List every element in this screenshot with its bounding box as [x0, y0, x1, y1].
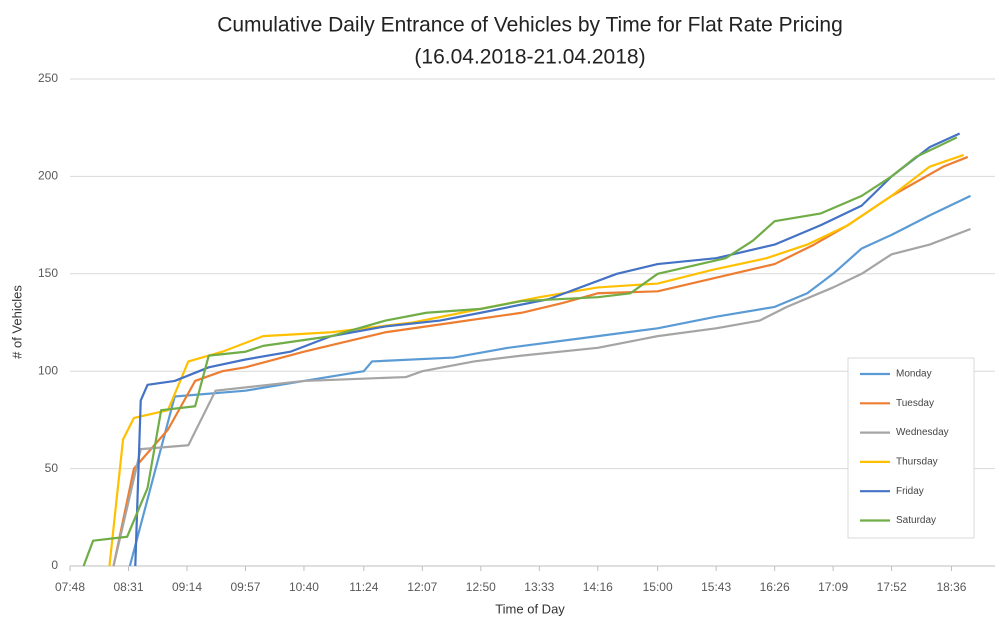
series-line — [82, 136, 958, 567]
x-tick-label: 12:07 — [407, 580, 437, 594]
x-tick-label: 08:31 — [113, 580, 143, 594]
series-line — [112, 155, 969, 567]
x-tick-label: 18:36 — [936, 580, 966, 594]
x-tick-label: 16:26 — [760, 580, 790, 594]
x-tick-label: 07:48 — [55, 580, 85, 594]
chart-title: Cumulative Daily Entrance of Vehicles by… — [217, 14, 843, 37]
legend-box — [847, 357, 975, 539]
x-tick-label: 11:24 — [349, 580, 378, 594]
x-tick-label: 17:09 — [818, 580, 848, 594]
x-tick-label: 14:16 — [583, 580, 613, 594]
legend-label: Wednesday — [896, 427, 949, 438]
y-tick-label: 0 — [51, 558, 58, 572]
y-tick-label: 200 — [38, 169, 58, 183]
chart-subtitle: (16.04.2018-21.04.2018) — [414, 46, 645, 69]
legend-label: Tuesday — [896, 398, 934, 409]
legend-label: Monday — [896, 369, 932, 380]
series-line — [128, 194, 971, 567]
legend-label: Friday — [896, 486, 924, 497]
series-line — [112, 227, 971, 567]
series-line — [134, 132, 961, 567]
x-tick-label: 15:43 — [701, 580, 731, 594]
y-tick-label: 250 — [38, 71, 58, 85]
legend-label: Thursday — [896, 457, 938, 468]
y-tick-label: 150 — [38, 266, 58, 280]
x-tick-label: 09:57 — [230, 580, 260, 594]
y-tick-label: 100 — [38, 363, 58, 377]
x-axis-title: Time of Day — [495, 601, 565, 616]
y-axis-title: # of Vehicles — [9, 285, 24, 359]
x-tick-label: 09:14 — [172, 580, 202, 594]
x-tick-label: 17:52 — [877, 580, 907, 594]
x-tick-label: 10:40 — [289, 580, 319, 594]
legend-label: Saturday — [896, 515, 936, 526]
x-tick-label: 15:00 — [643, 580, 673, 594]
y-tick-label: 50 — [45, 461, 59, 475]
x-tick-label: 13:33 — [524, 580, 554, 594]
x-tick-label: 12:50 — [466, 580, 496, 594]
